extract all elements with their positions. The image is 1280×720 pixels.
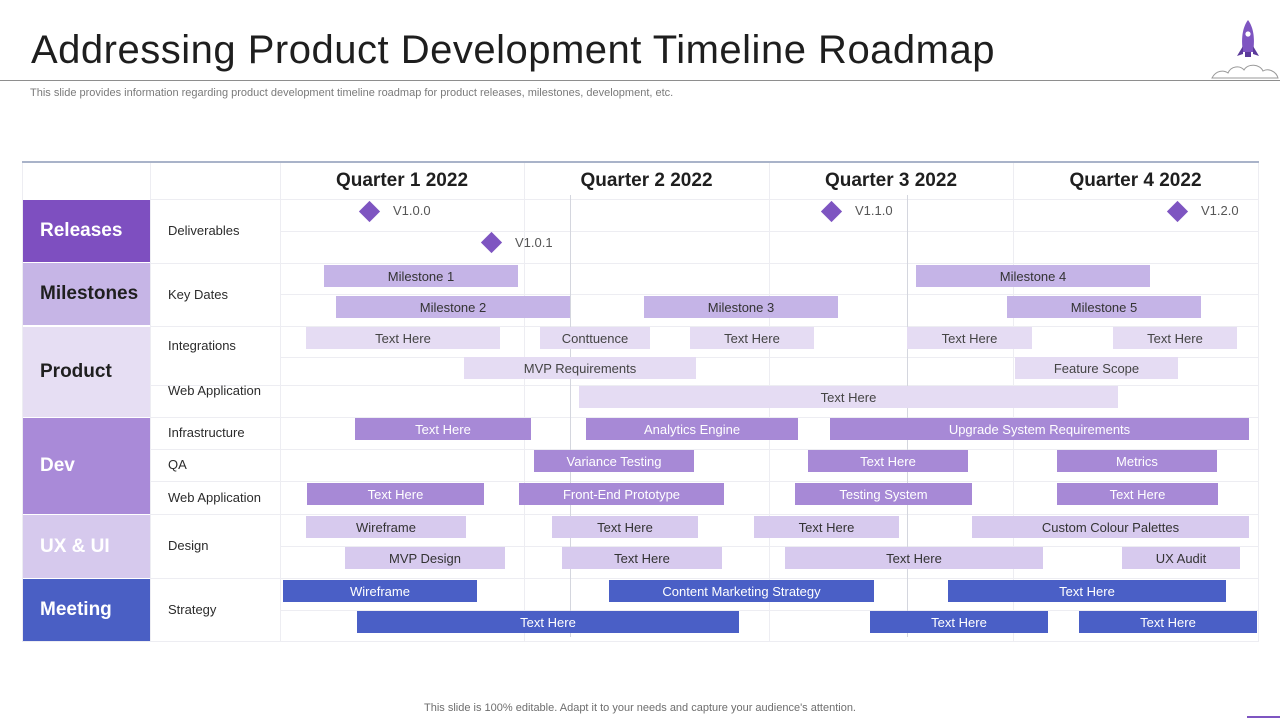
release-label: V1.1.0	[855, 203, 893, 218]
timeline-bar: Text Here	[307, 483, 484, 505]
subcategory-web-application: Web Application	[168, 490, 261, 505]
timeline-bar: Text Here	[552, 516, 698, 538]
subcategory-infrastructure: Infrastructure	[168, 425, 245, 440]
timeline-bar: Text Here	[579, 386, 1118, 408]
title-divider	[0, 80, 1280, 81]
grid-line	[150, 199, 1259, 200]
timeline-marker-line	[570, 195, 571, 637]
subcategory-deliverables: Deliverables	[168, 223, 240, 238]
category-milestones: Milestones	[23, 263, 150, 325]
timeline-bar: Text Here	[785, 547, 1043, 569]
release-diamond-icon	[358, 200, 381, 223]
subcategory-qa: QA	[168, 457, 187, 472]
slide-footer: This slide is 100% editable. Adapt it to…	[424, 702, 856, 714]
release-label: V1.2.0	[1201, 203, 1239, 218]
timeline-bar: Custom Colour Palettes	[972, 516, 1249, 538]
grid-line	[22, 163, 23, 641]
release-diamond-icon	[1166, 200, 1189, 223]
timeline-bar: Text Here	[562, 547, 722, 569]
timeline-bar: Text Here	[1057, 483, 1218, 505]
category-releases: Releases	[23, 200, 150, 262]
subcategory-integrations: Integrations	[168, 338, 236, 353]
grid-line	[22, 641, 1259, 642]
timeline-bar: Text Here	[1079, 611, 1257, 633]
slide-subtitle: This slide provides information regardin…	[30, 87, 674, 99]
timeline-bar: Milestone 3	[644, 296, 838, 318]
grid-line	[1258, 163, 1259, 641]
timeline-bar: Feature Scope	[1015, 357, 1178, 379]
timeline-bar: Conttuence	[540, 327, 650, 349]
grid-line	[150, 417, 1259, 418]
category-meeting: Meeting	[23, 579, 150, 641]
timeline-bar: UX Audit	[1122, 547, 1240, 569]
timeline-bar: Text Here	[1113, 327, 1237, 349]
category-ux-ui: UX & UI	[23, 515, 150, 578]
table-top-border	[22, 161, 1259, 163]
grid-line	[280, 163, 281, 641]
timeline-bar: Text Here	[690, 327, 814, 349]
quarter-header: Quarter 3 2022	[824, 170, 958, 191]
timeline-bar: Upgrade System Requirements	[830, 418, 1249, 440]
rocket-icon	[1211, 20, 1279, 79]
release-label: V1.0.0	[393, 203, 431, 218]
timeline-bar: Milestone 5	[1007, 296, 1201, 318]
grid-line	[150, 449, 1259, 450]
category-dev: Dev	[23, 418, 150, 514]
timeline-bar: Text Here	[870, 611, 1048, 633]
timeline-bar: Wireframe	[306, 516, 466, 538]
corner-accent	[1247, 716, 1280, 718]
timeline-bar: Variance Testing	[534, 450, 694, 472]
timeline-bar: Text Here	[355, 418, 531, 440]
release-diamond-icon	[480, 231, 503, 254]
timeline-bar: Front-End Prototype	[519, 483, 724, 505]
timeline-bar: Text Here	[357, 611, 739, 633]
grid-line	[150, 263, 1259, 264]
timeline-bar: Metrics	[1057, 450, 1217, 472]
grid-line	[150, 481, 1259, 482]
subcategory-web-application: Web Application	[168, 383, 261, 398]
category-product: Product	[23, 327, 150, 417]
quarter-header: Quarter 2 2022	[580, 170, 713, 191]
quarter-header: Quarter 4 2022	[1069, 170, 1202, 191]
grid-line	[150, 163, 151, 641]
timeline-bar: MVP Design	[345, 547, 505, 569]
timeline-bar: Text Here	[306, 327, 500, 349]
grid-line	[150, 385, 1259, 386]
quarter-header: Quarter 1 2022	[335, 170, 469, 191]
timeline-bar: Text Here	[948, 580, 1226, 602]
grid-line	[524, 163, 525, 641]
release-diamond-icon	[820, 200, 843, 223]
timeline-bar: Text Here	[808, 450, 968, 472]
timeline-bar: Milestone 2	[336, 296, 570, 318]
timeline-bar: Testing System	[795, 483, 972, 505]
subcategory-key-dates: Key Dates	[168, 287, 228, 302]
slide-title: Addressing Product Development Timeline …	[31, 28, 995, 72]
timeline-marker-line	[907, 195, 908, 637]
grid-line	[150, 578, 1259, 579]
timeline-bar: Milestone 4	[916, 265, 1150, 287]
release-label: V1.0.1	[515, 235, 553, 250]
timeline-bar: Text Here	[754, 516, 899, 538]
subcategory-design: Design	[168, 538, 209, 553]
timeline-bar: Content Marketing Strategy	[609, 580, 874, 602]
grid-line	[150, 514, 1259, 515]
timeline-bar: Wireframe	[283, 580, 477, 602]
timeline-bar: Analytics Engine	[586, 418, 798, 440]
timeline-bar: Milestone 1	[324, 265, 518, 287]
grid-line	[150, 326, 1259, 327]
timeline-bar: Text Here	[907, 327, 1032, 349]
subcategory-strategy: Strategy	[168, 602, 217, 617]
timeline-bar: MVP Requirements	[464, 357, 696, 379]
